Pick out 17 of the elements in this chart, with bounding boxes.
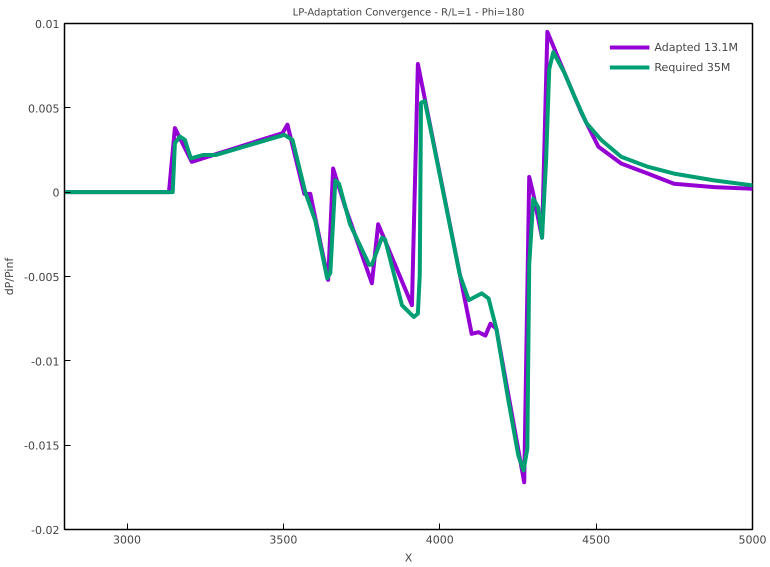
y-tick-label: -0.02 — [31, 524, 60, 537]
y-tick-label: 0 — [52, 186, 60, 200]
legend-label: Adapted 13.1M — [654, 40, 738, 54]
y-tick-label: -0.01 — [31, 355, 60, 368]
y-tick-label: 0.005 — [28, 102, 60, 116]
x-tick-label: 4500 — [582, 534, 610, 546]
y-tick-label: 0.01 — [35, 18, 60, 31]
legend-label: Required 35M — [654, 60, 730, 74]
x-axis-title: X — [404, 552, 413, 564]
y-tick-label: -0.015 — [24, 440, 60, 453]
y-tick-label: -0.005 — [24, 271, 60, 284]
x-tick-label: 5000 — [738, 534, 767, 546]
x-tick-label: 4000 — [426, 534, 454, 546]
y-axis-title: dP/Pinf — [3, 256, 16, 296]
chart-title: LP-Adaptation Convergence - R/L=1 - Phi=180 — [292, 8, 524, 18]
x-tick-label: 3000 — [113, 534, 142, 546]
x-tick-label: 3500 — [269, 534, 298, 546]
